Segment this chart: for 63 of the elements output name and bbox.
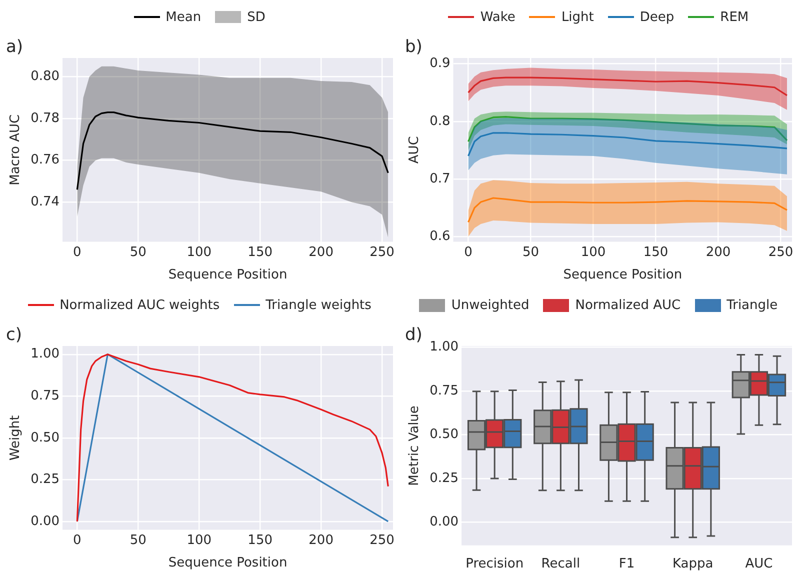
legend-label: Normalized AUC	[575, 298, 681, 312]
y-axis-title: AUC	[407, 136, 422, 164]
text: c)	[6, 324, 22, 345]
legend-label: Unweighted	[451, 298, 530, 312]
legend-label: Normalized AUC weights	[60, 298, 220, 312]
x-tick-label: 200	[706, 244, 731, 260]
x-tick-label: 0	[464, 244, 472, 260]
y-tick-label: 0.80	[30, 69, 60, 84]
x-axis-title: Sequence Position	[563, 268, 682, 283]
x-axis-title: Sequence Position	[168, 268, 288, 283]
x-tick-label: 250	[370, 532, 394, 548]
y-tick-label: 0.9	[430, 56, 450, 72]
x-tick-label: 150	[248, 532, 272, 548]
y-tick-label: 0.74	[30, 194, 60, 210]
y-tick-label: 0.78	[30, 110, 60, 126]
x-tick-label: 250	[370, 244, 394, 260]
y-tick-label: 0.6	[430, 228, 450, 244]
text: b)	[405, 36, 422, 57]
y-tick-label: 0.75	[430, 383, 459, 398]
legend-label: Deep	[640, 10, 674, 24]
x-tick-label: 150	[248, 244, 272, 260]
x-tick-label: F1	[618, 556, 635, 572]
x-tick-label: 0	[73, 532, 82, 548]
x-tick-label: 250	[768, 244, 794, 260]
y-axis-title: Metric Value	[407, 406, 422, 486]
text: SD	[247, 10, 266, 24]
y-tick-label: 0.25	[430, 470, 459, 486]
y-tick-label: 0.8	[430, 114, 450, 129]
x-tick-label: 100	[580, 244, 606, 260]
y-tick-label: 0.00	[430, 514, 459, 530]
y-tick-label: 0.7	[430, 171, 450, 186]
y-axis-title: Weight	[8, 415, 24, 461]
x-tick-label: 100	[186, 244, 212, 260]
y-tick-label: 0.75	[30, 388, 60, 404]
legend-label: REM	[720, 10, 749, 24]
x-tick-label: Precision	[466, 556, 524, 572]
legend-label: Triangle	[726, 298, 778, 312]
x-tick-label: Kappa	[672, 556, 714, 572]
x-tick-label: AUC	[745, 556, 773, 572]
legend-label: Light	[561, 10, 594, 24]
y-tick-label: 1.00	[430, 340, 459, 355]
x-tick-label: 200	[308, 244, 334, 260]
y-tick-label: 1.00	[30, 346, 60, 362]
y-tick-label: 0.50	[30, 430, 60, 446]
x-tick-label: 50	[130, 244, 146, 260]
y-tick-label: 0.76	[30, 152, 60, 168]
y-axis-title: Macro AUC	[8, 114, 24, 186]
legend-label: Triangle weights	[266, 298, 372, 312]
legend-label: Wake	[480, 10, 516, 24]
y-tick-label: 0.50	[430, 427, 459, 442]
x-tick-label: 50	[130, 532, 146, 548]
x-axis-title: Sequence Position	[168, 556, 288, 571]
y-tick-label: 0.00	[30, 514, 60, 529]
text: a)	[6, 36, 24, 57]
x-tick-label: 100	[186, 532, 212, 548]
x-tick-label: Recall	[541, 556, 580, 572]
y-tick-label: 0.25	[30, 472, 60, 488]
legend-label: Mean	[166, 10, 202, 24]
x-tick-label: 50	[522, 244, 540, 260]
text: d)	[405, 324, 422, 345]
x-tick-label: 200	[308, 532, 334, 548]
x-tick-label: 150	[643, 244, 668, 260]
x-tick-label: 0	[73, 244, 82, 260]
